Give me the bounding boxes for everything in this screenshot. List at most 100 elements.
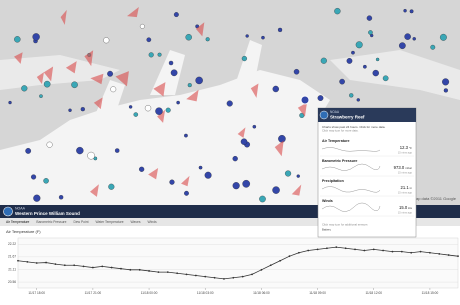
sensor-area[interactable] (65, 61, 77, 74)
station-marker[interactable] (107, 70, 113, 77)
sensor-area[interactable] (274, 140, 284, 157)
station-marker[interactable] (430, 44, 436, 50)
station-marker[interactable] (261, 35, 265, 40)
station-marker[interactable] (272, 186, 280, 194)
station-marker[interactable] (372, 69, 379, 77)
station-marker[interactable] (133, 112, 139, 117)
sensor-area[interactable] (14, 52, 23, 64)
station-marker[interactable] (157, 52, 162, 57)
station-marker[interactable] (339, 78, 345, 85)
station-marker[interactable] (205, 37, 210, 42)
station-marker[interactable] (375, 57, 380, 62)
station-marker[interactable] (114, 148, 120, 153)
sensor-area[interactable] (250, 83, 259, 98)
station-marker[interactable] (31, 174, 37, 180)
station-marker[interactable] (404, 33, 411, 40)
station-marker[interactable] (185, 34, 192, 41)
sensor-area[interactable] (115, 71, 129, 87)
station-marker[interactable] (155, 107, 163, 115)
station-marker[interactable] (278, 135, 286, 143)
station-marker[interactable] (317, 95, 324, 101)
tab[interactable]: Air Temperature (6, 220, 30, 224)
sensor-area[interactable] (195, 22, 205, 37)
sensor-area[interactable] (90, 184, 99, 197)
station-marker[interactable] (259, 195, 266, 203)
station-marker[interactable] (334, 8, 341, 15)
sensor-area[interactable] (153, 82, 166, 97)
station-marker[interactable] (355, 41, 363, 49)
station-marker[interactable] (198, 165, 203, 170)
sensor-area[interactable] (90, 73, 104, 85)
sensor-area[interactable] (93, 97, 103, 110)
sensor-area[interactable] (157, 109, 166, 123)
sensor-area[interactable] (43, 66, 54, 82)
station-marker[interactable] (412, 37, 416, 41)
station-marker[interactable] (399, 42, 406, 50)
station-marker[interactable] (272, 85, 279, 93)
sensor-area[interactable] (181, 175, 190, 187)
station-marker[interactable] (139, 23, 145, 29)
station-marker[interactable] (296, 174, 300, 178)
station-marker[interactable] (71, 81, 78, 89)
station-marker[interactable] (128, 105, 133, 109)
sensor-area[interactable] (237, 127, 246, 138)
station-marker[interactable] (168, 60, 174, 66)
tab[interactable]: Dew Point (73, 220, 88, 224)
map[interactable]: Map data ©2011 Google (0, 0, 460, 205)
station-marker[interactable] (39, 94, 43, 98)
station-marker[interactable] (241, 55, 247, 62)
station-marker[interactable] (204, 171, 212, 179)
station-marker[interactable] (232, 156, 238, 162)
station-marker[interactable] (25, 148, 32, 154)
station-marker[interactable] (403, 9, 407, 13)
station-marker[interactable] (277, 27, 283, 33)
station-marker[interactable] (103, 37, 110, 44)
station-marker[interactable] (187, 83, 192, 88)
station-marker[interactable] (293, 68, 300, 75)
tab[interactable]: Waves (131, 220, 141, 224)
station-marker[interactable] (349, 93, 354, 98)
station-marker[interactable] (284, 170, 292, 177)
station-marker[interactable] (351, 50, 355, 55)
station-marker[interactable] (32, 33, 40, 41)
station-marker[interactable] (43, 80, 51, 88)
station-marker[interactable] (366, 15, 373, 21)
station-marker[interactable] (356, 98, 360, 102)
selected-marker[interactable] (300, 95, 310, 105)
station-marker[interactable] (443, 88, 448, 93)
sensor-area[interactable] (60, 9, 67, 25)
station-marker[interactable] (363, 64, 367, 69)
station-marker[interactable] (173, 12, 179, 18)
station-marker[interactable] (144, 105, 152, 112)
sensor-area[interactable] (297, 102, 307, 117)
station-marker[interactable] (382, 75, 389, 82)
station-marker[interactable] (148, 52, 154, 58)
sensor-area[interactable] (127, 6, 139, 18)
station-marker[interactable] (368, 30, 373, 35)
station-marker[interactable] (21, 85, 28, 92)
station-marker[interactable] (87, 151, 95, 160)
station-marker[interactable] (108, 183, 115, 190)
sensor-area[interactable] (186, 89, 199, 102)
station-marker[interactable] (442, 78, 450, 86)
popup-footer[interactable]: Click map icon for additional sensors (322, 223, 368, 227)
station-marker[interactable] (240, 138, 248, 145)
station-marker[interactable] (245, 34, 249, 38)
station-marker[interactable] (68, 108, 72, 112)
station-marker[interactable] (184, 190, 189, 196)
station-marker[interactable] (14, 36, 21, 43)
station-marker[interactable] (176, 100, 180, 105)
tab[interactable]: Winds (148, 220, 158, 224)
station-marker[interactable] (170, 69, 178, 77)
sensor-area[interactable] (84, 50, 94, 67)
station-marker[interactable] (46, 141, 53, 148)
station-marker[interactable] (169, 179, 175, 185)
station-marker[interactable] (43, 178, 49, 184)
station-marker[interactable] (439, 33, 447, 41)
station-marker[interactable] (110, 86, 117, 93)
tab[interactable]: Barometric Pressure (36, 220, 66, 224)
station-marker[interactable] (139, 166, 145, 172)
station-marker[interactable] (409, 9, 414, 14)
station-marker[interactable] (165, 107, 171, 113)
station-marker[interactable] (76, 146, 84, 155)
